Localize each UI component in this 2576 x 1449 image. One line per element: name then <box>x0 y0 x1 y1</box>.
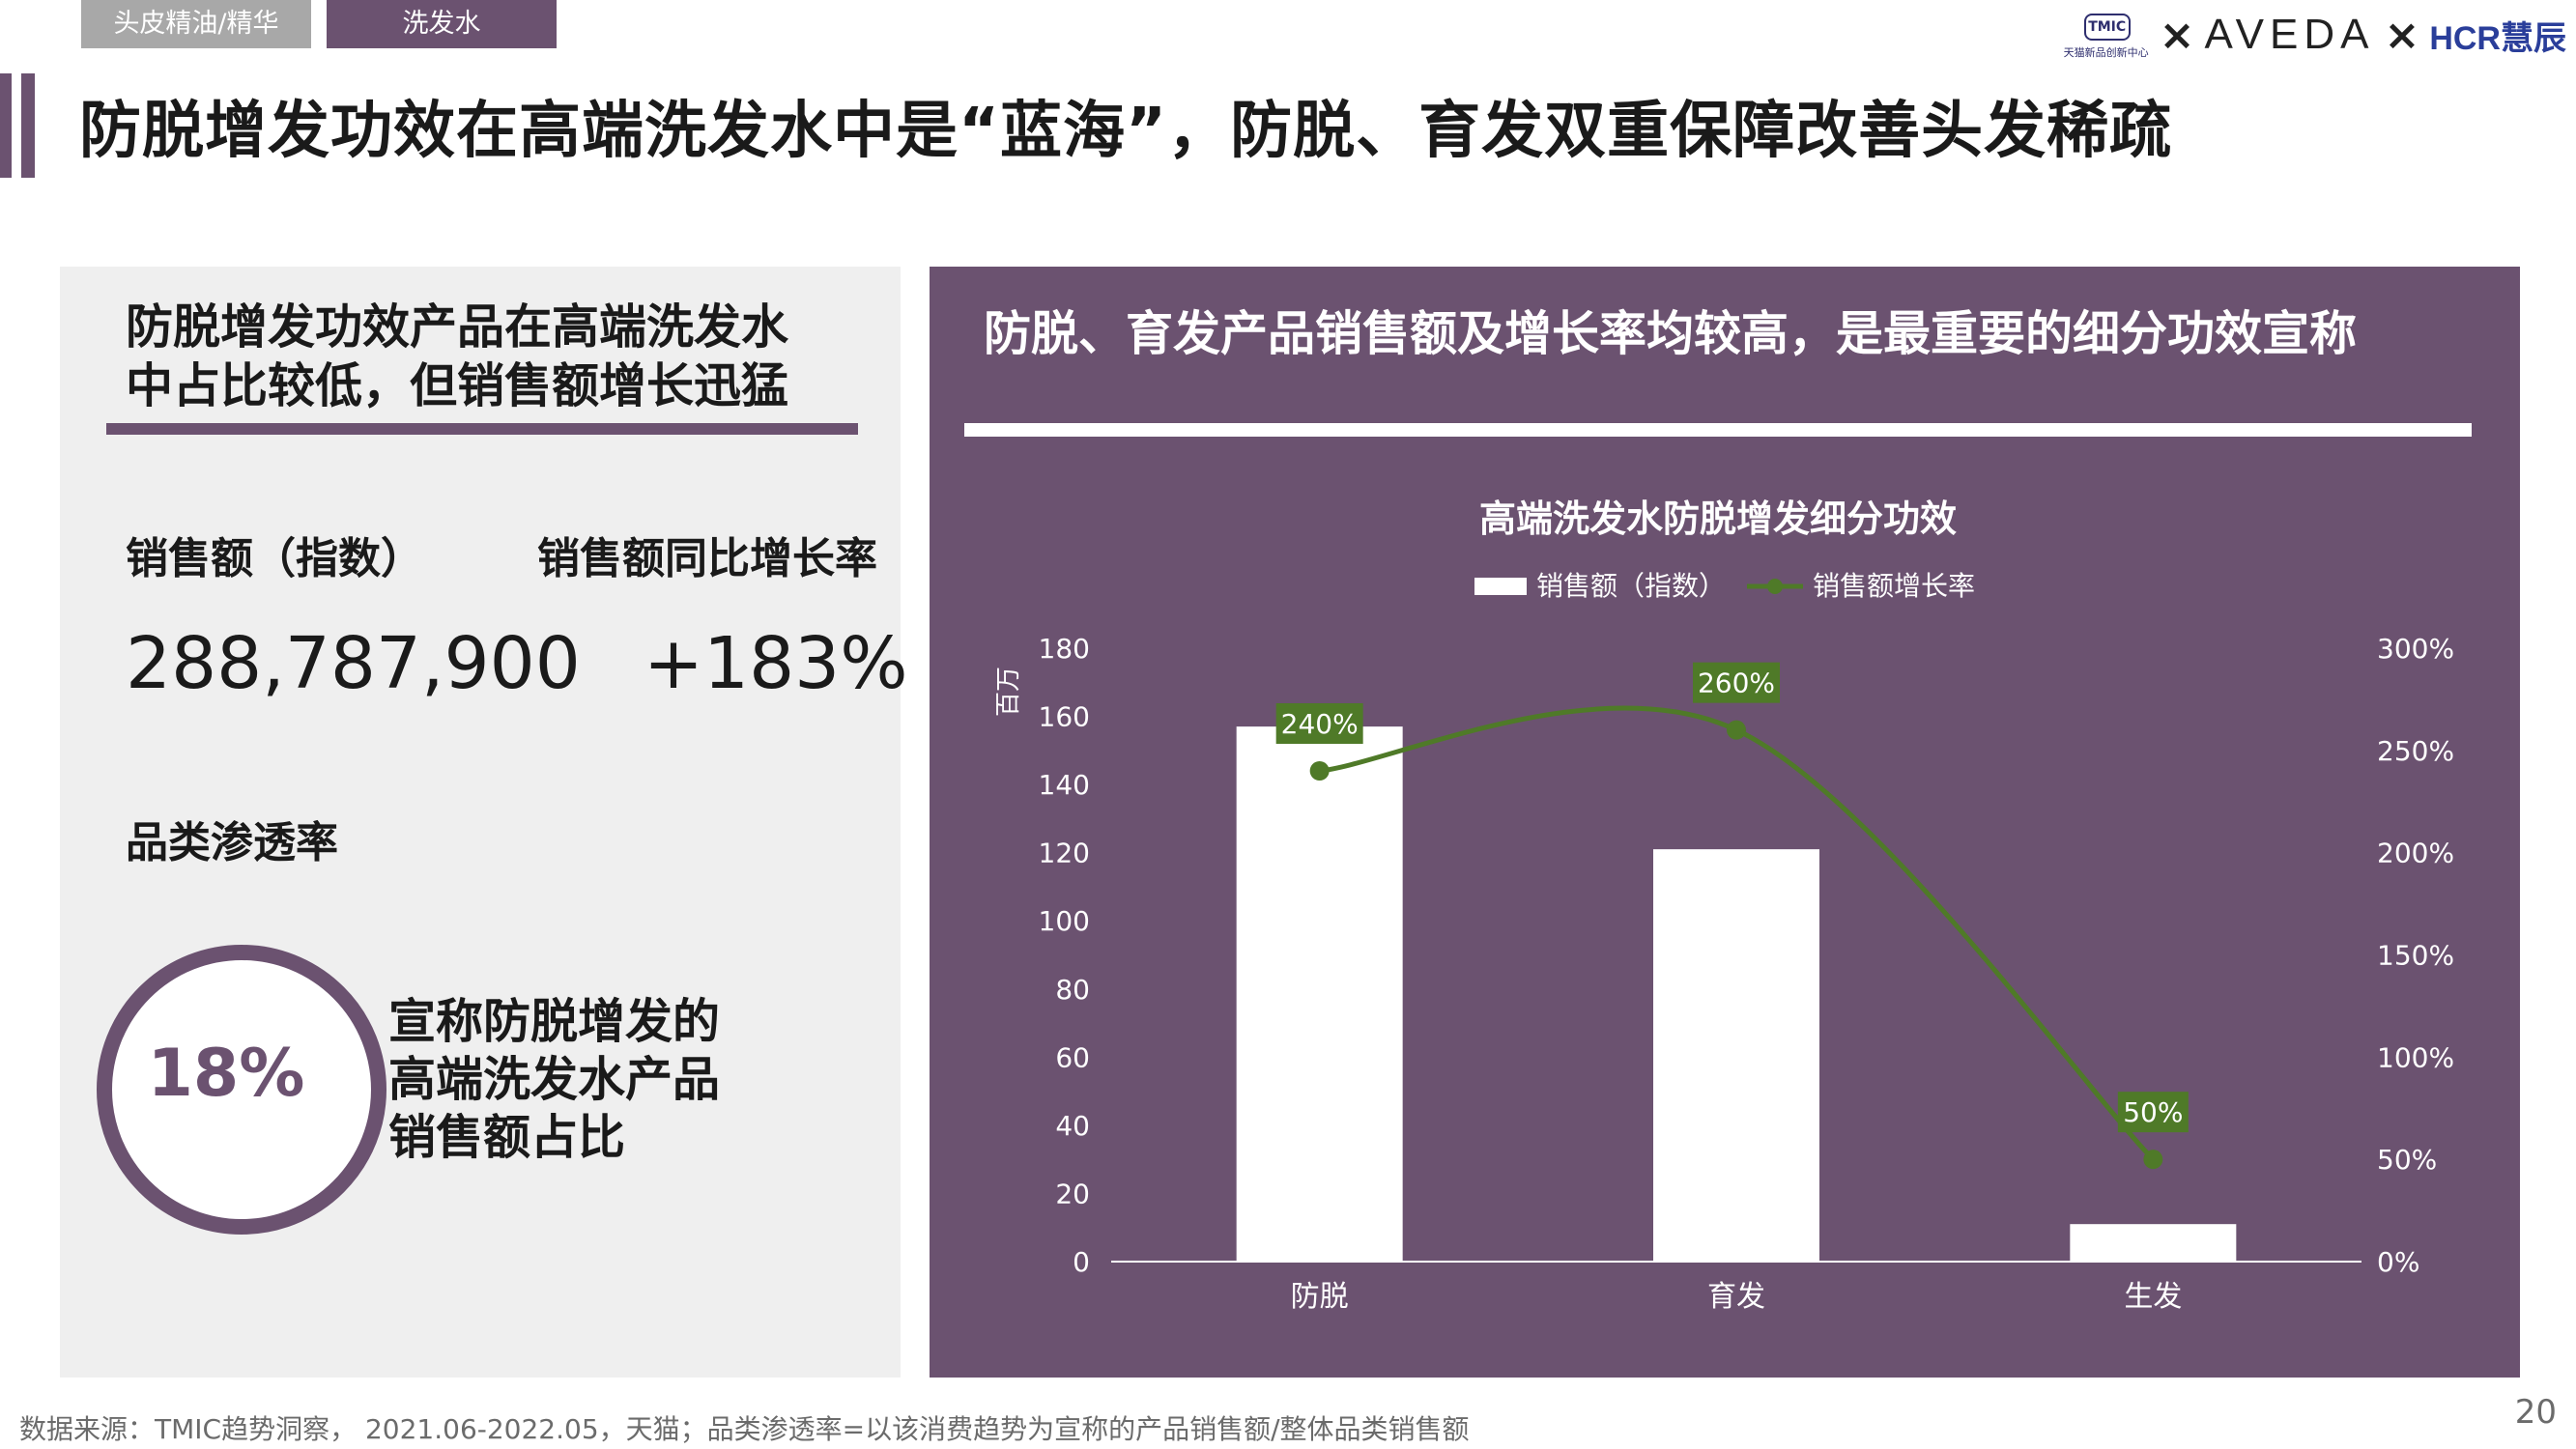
y-tick-right: 50% <box>2377 1144 2437 1176</box>
y-tick-left: 160 <box>1039 701 1090 733</box>
legend-swatch-sales <box>1474 578 1527 595</box>
growth-data-label-1: 240% <box>1281 708 1359 740</box>
tab-shampoo[interactable]: 洗发水 <box>327 0 557 48</box>
aveda-logo: AVEDA <box>2204 11 2375 58</box>
y-tick-left: 120 <box>1039 838 1090 869</box>
chart-title: 高端洗发水防脱增发细分功效 <box>1479 497 1957 540</box>
y-tick-left: 80 <box>1055 974 1090 1006</box>
y-tick-right: 150% <box>2377 940 2454 972</box>
page-title: 防脱增发功效在高端洗发水中是“蓝海”，防脱、育发双重保障改善头发稀疏 <box>79 96 2173 167</box>
y-tick-right: 300% <box>2377 633 2454 665</box>
x-tick-label: 生发 <box>2124 1280 2182 1314</box>
bar-sales-2 <box>1653 849 1819 1262</box>
tmic-logo: TMIC 天猫新品创新中心 <box>2063 8 2150 62</box>
legend-label-sales: 销售额（指数） <box>1536 570 1726 602</box>
left-heading-underline <box>106 423 858 435</box>
bar-sales-3 <box>2070 1224 2237 1262</box>
growth-data-label-2: 260% <box>1698 668 1775 699</box>
x-tick-label: 育发 <box>1707 1280 1765 1314</box>
sales-growth-label: 销售额同比增长率 <box>537 534 877 583</box>
y-tick-left: 180 <box>1039 633 1090 665</box>
growth-point-2 <box>1727 720 1746 740</box>
penetration-description: 宣称防脱增发的 高端洗发水产品 销售额占比 <box>388 994 721 1165</box>
penetration-label: 品类渗透率 <box>126 818 338 867</box>
sales-growth-value: +183% <box>644 622 908 705</box>
growth-point-3 <box>2143 1150 2163 1170</box>
times-icon: × <box>2159 10 2195 60</box>
x-tick-label: 防脱 <box>1291 1280 1349 1314</box>
right-panel-heading: 防脱、育发产品销售额及增长率均较高，是最重要的细分功效宣称 <box>984 306 2358 361</box>
sales-index-value: 288,787,900 <box>126 622 581 705</box>
y-tick-left: 60 <box>1055 1041 1090 1073</box>
y-tick-left: 140 <box>1039 769 1090 801</box>
y-tick-left: 20 <box>1055 1178 1090 1209</box>
tab-scalp-oil[interactable]: 头皮精油/精华 <box>81 0 311 48</box>
left-panel-heading: 防脱增发功效产品在高端洗发水 中占比较低，但销售额增长迅猛 <box>126 299 789 413</box>
y-tick-right: 100% <box>2377 1041 2454 1073</box>
data-source-note: 数据来源：TMIC趋势洞察， 2021.06-2022.05，天猫；品类渗透率=… <box>19 1413 1470 1445</box>
growth-label-box-3 <box>2117 1092 2189 1133</box>
growth-data-label-3: 50% <box>2123 1096 2183 1128</box>
y-axis-left-label: 百万 <box>994 667 1023 717</box>
left-summary-panel: 防脱增发功效产品在高端洗发水 中占比较低，但销售额增长迅猛 销售额（指数） 销售… <box>60 267 908 1378</box>
times-icon-2: × <box>2384 10 2420 60</box>
y-tick-right: 200% <box>2377 838 2454 869</box>
y-tick-left: 40 <box>1055 1110 1090 1142</box>
y-tick-right: 250% <box>2377 735 2454 767</box>
bar-sales-1 <box>1236 726 1403 1262</box>
penetration-value: 18% <box>147 1036 305 1112</box>
growth-label-box-2 <box>1693 662 1780 703</box>
y-tick-right: 0% <box>2377 1246 2419 1278</box>
title-accent-bar-2 <box>21 73 35 178</box>
page-number: 20 <box>2514 1393 2557 1432</box>
growth-point-1 <box>1309 761 1330 781</box>
hcr-logo: HCR慧辰 <box>2429 19 2566 57</box>
legend-marker-growth <box>1767 579 1783 594</box>
sales-index-label: 销售额（指数） <box>126 534 423 583</box>
right-heading-divider <box>964 423 2472 437</box>
growth-rate-line <box>1319 705 2156 1161</box>
y-tick-left: 0 <box>1073 1246 1090 1278</box>
tmic-logo-subtitle: 天猫新品创新中心 <box>2063 46 2149 59</box>
title-accent-bar <box>0 73 12 178</box>
legend-label-growth: 销售额增长率 <box>1813 570 1975 602</box>
tmic-logo-mark: TMIC <box>2083 14 2131 41</box>
growth-label-box-1 <box>1275 703 1363 744</box>
right-chart-panel: 防脱、育发产品销售额及增长率均较高，是最重要的细分功效宣称 高端洗发水防脱增发细… <box>930 267 2520 1378</box>
y-tick-left: 100 <box>1039 905 1090 937</box>
partner-logos: TMIC 天猫新品创新中心 × AVEDA × HCR慧辰 <box>2063 6 2566 64</box>
penetration-ring: 18% <box>97 945 386 1235</box>
